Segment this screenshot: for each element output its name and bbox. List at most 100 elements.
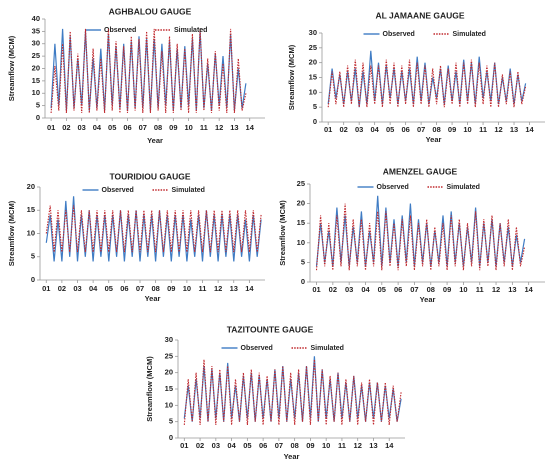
x-tick-label: 02 [58,284,66,293]
x-tick-label: 02 [329,285,337,294]
x-tick-label: 12 [214,284,222,293]
x-tick-label: 01 [312,285,320,294]
chart-title: AMENZEL GAUGE [383,166,458,176]
chart-title: AGHBALOU GAUGE [109,6,192,16]
x-tick-label: 02 [196,441,204,450]
y-tick-label: 15 [309,72,317,81]
x-tick-label: 05 [378,285,386,294]
series-line [50,28,247,114]
legend-label: Observed [104,27,136,34]
legend-label: Observed [377,184,409,191]
y-tick-label: 5 [313,102,317,111]
x-tick-label: 04 [227,441,236,450]
chart-title: AL JAMAANE GAUGE [375,10,464,20]
x-tick-label: 10 [184,123,192,132]
x-tick-label: 09 [169,123,177,132]
x-tick-label: 13 [230,123,238,132]
x-tick-label: 07 [275,441,283,450]
y-tick-label: 25 [32,51,40,60]
x-tick-label: 04 [89,284,98,293]
x-axis-label: Year [147,136,163,145]
x-tick-label: 01 [324,125,332,134]
series-line [327,59,527,108]
legend-label: Simulated [311,345,344,352]
y-tick-label: 10 [27,228,35,237]
x-tick-label: 14 [245,284,254,293]
x-tick-label: 03 [345,285,353,294]
legend-label: Simulated [174,27,207,34]
x-axis-label: Year [426,135,442,144]
x-tick-label: 13 [510,125,518,134]
x-tick-label: 12 [354,441,362,450]
x-tick-label: 11 [338,441,346,450]
y-tick-label: 25 [297,179,305,188]
legend-label: Observed [102,187,134,194]
x-axis-label: Year [420,295,436,304]
x-axis-label: Year [284,452,300,461]
y-tick-label: 5 [169,417,173,426]
x-tick-label: 08 [432,125,440,134]
y-axis-label: Streamflow (MCM) [7,200,16,266]
y-tick-label: 5 [31,252,35,261]
x-tick-label: 10 [463,125,471,134]
x-tick-label: 14 [246,123,255,132]
x-tick-label: 06 [401,125,409,134]
x-tick-label: 02 [340,125,348,134]
x-tick-label: 06 [123,123,131,132]
x-tick-label: 09 [448,125,456,134]
x-tick-label: 09 [306,441,314,450]
x-tick-label: 01 [47,123,55,132]
x-tick-label: 14 [525,285,534,294]
y-tick-label: 15 [27,205,35,214]
x-tick-label: 11 [479,125,487,134]
y-tick-label: 15 [32,76,40,85]
y-axis-label: Streamflow (MCM) [287,44,296,110]
legend-label: Observed [383,31,415,38]
series-line [183,359,402,425]
y-axis-label: Streamflow (MCM) [7,35,16,101]
y-axis-label: Streamflow (MCM) [145,356,154,422]
x-tick-label: 07 [410,285,418,294]
y-tick-label: 30 [165,335,173,344]
x-tick-label: 14 [525,125,534,134]
x-tick-label: 06 [259,441,267,450]
y-tick-label: 10 [297,238,305,247]
y-tick-label: 10 [32,88,40,97]
x-tick-label: 12 [494,125,502,134]
x-tick-label: 11 [200,123,208,132]
x-tick-label: 02 [62,123,70,132]
y-tick-label: 40 [32,14,40,23]
y-tick-label: 20 [32,63,40,72]
x-tick-label: 08 [427,285,435,294]
x-tick-label: 05 [105,284,113,293]
x-tick-label: 03 [355,125,363,134]
x-axis-label: Year [145,294,161,303]
x-tick-label: 12 [215,123,223,132]
y-tick-label: 20 [165,368,173,377]
x-tick-label: 01 [180,441,188,450]
y-tick-label: 15 [297,218,305,227]
y-tick-label: 30 [32,39,40,48]
x-tick-label: 09 [167,284,175,293]
chart-title: TOURIDIOU GAUGE [109,171,190,181]
x-tick-label: 07 [139,123,147,132]
y-tick-label: 20 [297,199,305,208]
x-tick-label: 12 [492,285,500,294]
x-tick-label: 05 [108,123,116,132]
legend-label: Simulated [172,187,205,194]
x-tick-label: 08 [290,441,298,450]
x-tick-label: 05 [243,441,251,450]
y-tick-label: 20 [27,182,35,191]
y-tick-label: 20 [309,58,317,67]
legend-label: Observed [241,345,273,352]
x-tick-label: 04 [370,125,379,134]
x-tick-label: 13 [230,284,238,293]
legend-label: Simulated [453,31,486,38]
y-tick-label: 10 [165,400,173,409]
x-tick-label: 03 [77,123,85,132]
x-tick-label: 08 [151,284,159,293]
series-line [315,203,526,271]
y-tick-label: 25 [309,43,317,52]
x-tick-label: 10 [322,441,330,450]
